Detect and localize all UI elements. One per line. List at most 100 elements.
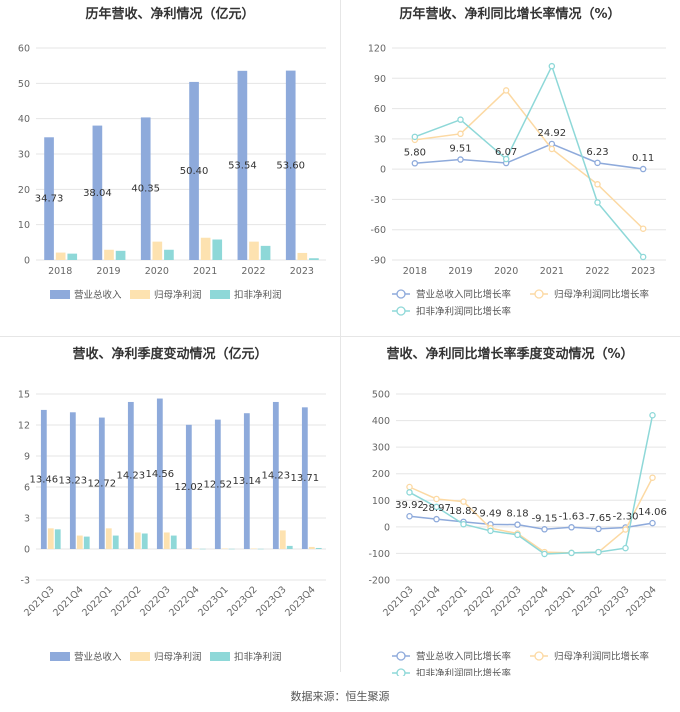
bar-revenue — [189, 81, 199, 260]
x-tick-label: 2023Q4 — [283, 584, 317, 618]
bar-revenue — [301, 407, 308, 549]
data-label: 13.46 — [30, 474, 59, 485]
data-label: 6.23 — [586, 147, 608, 158]
y-tick-label: 200 — [372, 469, 390, 480]
bar-revenue — [243, 413, 250, 549]
bar-deducted-profit — [67, 253, 78, 260]
legend-label: 归母净利润同比增长率 — [554, 651, 650, 663]
series-line-deducted-profit — [409, 415, 654, 555]
x-tick-label: 2022Q1 — [80, 584, 114, 618]
y-tick-label: -90 — [370, 256, 386, 267]
data-label: 6.07 — [495, 147, 517, 158]
data-point — [514, 521, 521, 528]
bar-revenue — [40, 409, 47, 549]
data-source-footer: 数据来源：恒生聚源 — [290, 690, 390, 703]
y-tick-label: 40 — [18, 114, 30, 125]
chart-title: 营收、净利同比增长率季度变动情况（%） — [386, 346, 633, 362]
x-tick-label: 2020 — [145, 266, 169, 277]
bar-net-profit — [152, 241, 163, 260]
bar-deducted-profit — [164, 249, 174, 260]
bar-deducted-profit — [170, 535, 177, 549]
legend-marker — [396, 651, 406, 661]
y-tick-label: 60 — [18, 44, 30, 55]
data-point — [541, 526, 548, 533]
x-tick-label: 2021 — [193, 266, 217, 277]
bar-net-profit — [221, 548, 228, 549]
legend-label: 归母净利润 — [154, 289, 202, 301]
bar-deducted-profit — [115, 250, 126, 260]
y-tick-label: 20 — [18, 185, 30, 196]
bar-deducted-profit — [83, 536, 90, 549]
bar-revenue — [214, 419, 221, 549]
bar-deducted-profit — [228, 548, 235, 550]
x-tick-label: 2023Q4 — [624, 584, 658, 618]
data-label: 38.04 — [83, 188, 112, 199]
data-point — [548, 145, 556, 153]
x-tick-label: 2021Q4 — [51, 584, 85, 618]
y-tick-label: 100 — [372, 496, 390, 507]
bar-deducted-profit — [141, 533, 148, 549]
data-point — [460, 520, 467, 528]
x-tick-label: 2022Q3 — [138, 584, 172, 618]
y-tick-label: -100 — [368, 549, 390, 560]
legend-swatch — [50, 652, 70, 661]
chart-title: 营收、净利季度变动情况（亿元） — [72, 346, 267, 362]
bar-net-profit — [250, 548, 257, 549]
bar-revenue — [98, 417, 105, 549]
y-tick-label: 9 — [24, 452, 30, 463]
x-tick-label: 2023 — [290, 266, 314, 277]
x-tick-label: 2022 — [585, 266, 609, 277]
y-tick-label: 60 — [374, 104, 386, 115]
data-label: -1.63 — [559, 511, 585, 522]
bar-revenue — [272, 401, 279, 549]
y-tick-label: -3 — [21, 576, 30, 587]
data-point — [649, 412, 656, 419]
data-label: 8.18 — [506, 509, 528, 520]
data-point — [639, 165, 647, 173]
bar-net-profit — [76, 535, 83, 549]
annual-growth-rate-chart: 历年营收、净利同比增长率情况（%） -90 -60 -30 0 30 60 90 120 2018… — [368, 6, 666, 318]
x-tick-label: 2023Q2 — [225, 584, 259, 618]
legend-swatch — [130, 290, 150, 299]
legend-label: 营业总收入同比增长率 — [416, 651, 512, 663]
bar-net-profit — [200, 237, 211, 260]
data-label: 14.06 — [638, 507, 667, 518]
bar-deducted-profit — [309, 258, 319, 260]
y-tick-label: 10 — [18, 220, 30, 231]
bar-deducted-profit — [286, 545, 293, 549]
bar-deducted-profit — [212, 239, 223, 260]
bar-deducted-profit — [199, 548, 206, 550]
bar-revenue — [92, 125, 103, 260]
data-label: 12.52 — [204, 479, 233, 490]
bar-revenue — [185, 424, 192, 549]
y-tick-label: 0 — [380, 165, 386, 176]
bar-revenue — [237, 70, 248, 260]
legend-label: 扣非净利润同比增长率 — [416, 668, 512, 677]
bar-net-profit — [104, 249, 114, 260]
x-tick-label: 2022Q2 — [109, 584, 143, 618]
data-point — [457, 130, 464, 138]
data-point — [460, 498, 467, 505]
chart-title: 历年营收、净利同比增长率情况（%） — [399, 6, 620, 22]
bar-revenue — [44, 137, 54, 260]
data-point — [487, 527, 494, 535]
y-tick-label: 0 — [384, 522, 390, 533]
data-label: -9.15 — [532, 513, 558, 524]
data-label: 50.40 — [180, 166, 209, 177]
bar-net-profit — [105, 528, 112, 549]
y-tick-label: 6 — [24, 483, 30, 494]
bar-deducted-profit — [257, 548, 264, 550]
data-point — [502, 87, 510, 94]
bar-net-profit — [297, 252, 308, 260]
data-label: -2.30 — [613, 511, 639, 522]
series-line-deducted-profit — [414, 64, 644, 258]
legend-label: 营业总收入 — [74, 651, 122, 663]
data-point — [457, 156, 464, 163]
data-point — [502, 155, 510, 163]
data-label: 12.02 — [175, 482, 204, 493]
data-point — [649, 519, 656, 527]
legend-label: 扣非净利润 — [234, 289, 282, 301]
bar-net-profit — [47, 528, 54, 549]
y-tick-label: 50 — [18, 79, 30, 90]
